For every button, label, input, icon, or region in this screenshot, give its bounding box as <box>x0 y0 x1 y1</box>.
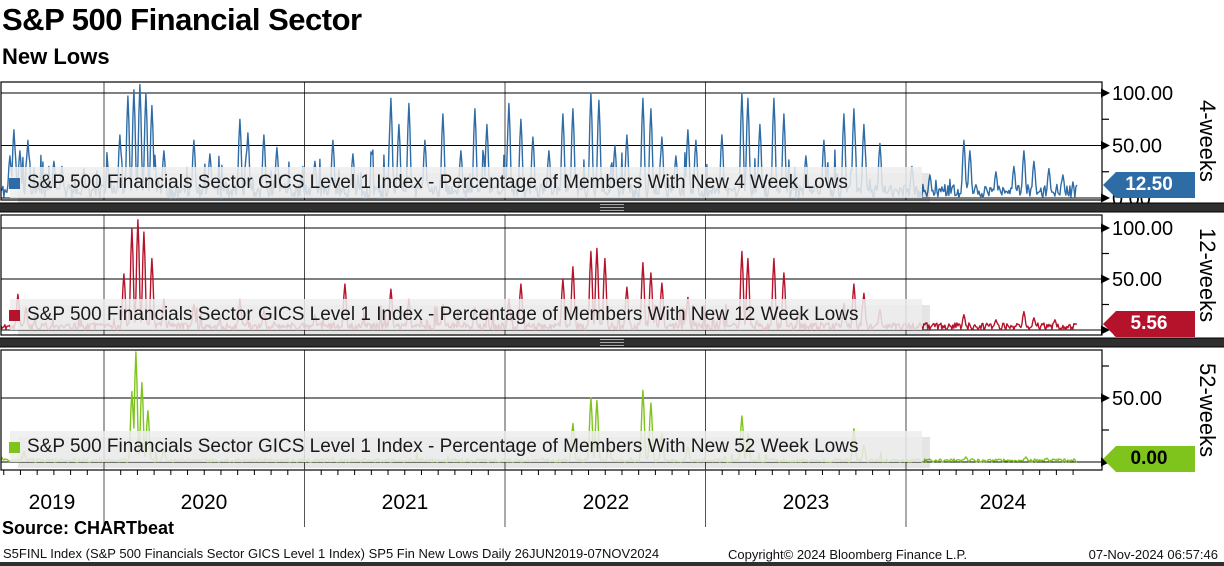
legend-marker-4-weeks-icon <box>9 177 20 189</box>
panel-splitter-handle-2[interactable] <box>600 339 624 346</box>
source-label: Source: CHARTbeat <box>2 518 175 538</box>
svg-text:100.00: 100.00 <box>1112 218 1173 240</box>
svg-text:50.00: 50.00 <box>1112 388 1162 410</box>
last-value-badge-12-weeks: 5.56 <box>1103 311 1195 337</box>
page-title: S&P 500 Financial Sector <box>2 2 362 37</box>
x-tick-2022: 2022 <box>582 491 630 514</box>
legend-label-4-weeks: S&P 500 Financials Sector GICS Level 1 I… <box>27 172 848 193</box>
panel-splitter-handle-1[interactable] <box>600 204 624 211</box>
x-tick-2021: 2021 <box>381 491 429 514</box>
legend-label-52-weeks: S&P 500 Financials Sector GICS Level 1 I… <box>27 436 859 457</box>
legend-marker-52-weeks-icon <box>9 441 20 453</box>
last-value-badge-52-weeks: 0.00 <box>1103 446 1195 472</box>
x-tick-2023: 2023 <box>782 491 830 514</box>
axis-title-12-weeks: 12-weeks <box>1195 227 1220 323</box>
axis-title-4-weeks: 4-weeks <box>1195 100 1220 182</box>
legend-12-weeks: S&P 500 Financials Sector GICS Level 1 I… <box>9 304 858 326</box>
legend-4-weeks: S&P 500 Financials Sector GICS Level 1 I… <box>9 172 848 194</box>
footer-copyright: Copyright© 2024 Bloomberg Finance L.P. <box>728 547 968 562</box>
footer-ticker-info: S5FINL Index (S&P 500 Financials Sector … <box>3 546 660 561</box>
legend-marker-12-weeks-icon <box>9 309 20 321</box>
svg-text:50.00: 50.00 <box>1112 269 1162 291</box>
svg-text:100.00: 100.00 <box>1112 83 1173 105</box>
legend-label-12-weeks: S&P 500 Financials Sector GICS Level 1 I… <box>27 304 859 325</box>
footer-timestamp: 07-Nov-2024 06:57:46 <box>1088 547 1218 562</box>
x-tick-2024: 2024 <box>979 491 1027 514</box>
bottom-divider <box>0 562 1224 566</box>
page-subtitle: New Lows <box>2 44 110 69</box>
svg-text:50.00: 50.00 <box>1112 136 1162 158</box>
x-tick-2020: 2020 <box>180 491 228 514</box>
x-tick-2019: 2019 <box>28 491 76 514</box>
legend-52-weeks: S&P 500 Financials Sector GICS Level 1 I… <box>9 436 858 458</box>
last-value-badge-4-weeks: 12.50 <box>1103 172 1195 198</box>
axis-title-52-weeks: 52-weeks <box>1195 362 1220 458</box>
